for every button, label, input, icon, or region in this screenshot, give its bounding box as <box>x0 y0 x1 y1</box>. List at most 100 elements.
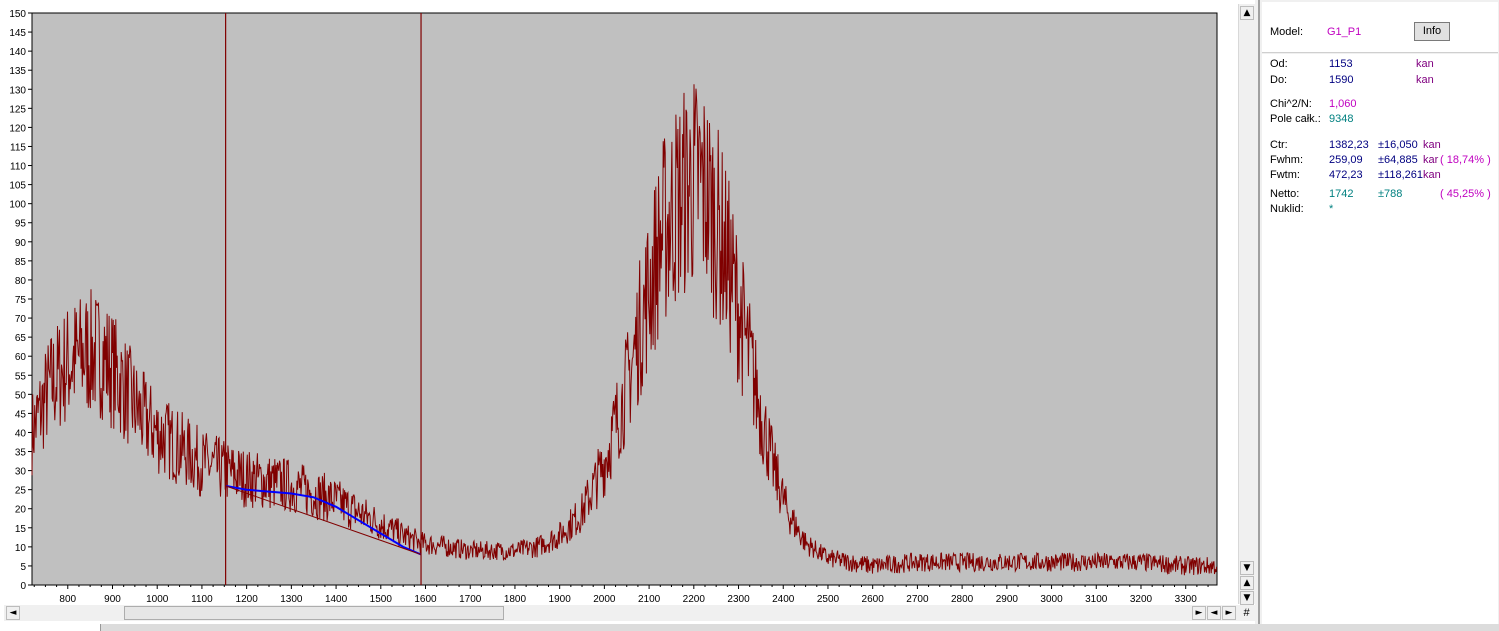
corner-button[interactable]: # <box>1238 605 1255 621</box>
model-label: Model: <box>1270 26 1304 38</box>
fwhm-label: Fwhm: <box>1270 154 1303 166</box>
y-tick-label: 30 <box>15 467 27 478</box>
y-tick-label: 45 <box>15 409 27 420</box>
y-tick-label: 90 <box>15 238 27 249</box>
fwhm-value: 259,09 <box>1329 154 1363 166</box>
do-value: 1590 <box>1329 74 1354 86</box>
scroll-right-button[interactable]: ► <box>1192 606 1206 620</box>
x-tick-label: 2200 <box>683 594 706 605</box>
x-tick-label: 1800 <box>504 594 527 605</box>
y-tick-label: 75 <box>15 295 27 306</box>
y-tick-label: 140 <box>9 47 26 58</box>
zoom-right-button[interactable]: ► <box>1222 606 1236 620</box>
x-tick-label: 3000 <box>1040 594 1063 605</box>
ctr-error: ±16,050 <box>1378 139 1418 151</box>
netto-percent: ( 45,25% ) <box>1440 188 1491 200</box>
scroll-down-button[interactable]: ▼ <box>1240 561 1254 575</box>
y-tick-label: 120 <box>9 123 26 134</box>
y-tick-label: 50 <box>15 390 27 401</box>
x-tick-label: 900 <box>104 594 121 605</box>
pole-value: 9348 <box>1329 113 1354 125</box>
x-tick-label: 1100 <box>191 594 213 605</box>
model-header: Model: G1_P1 Info <box>1262 2 1498 53</box>
od-label: Od: <box>1270 58 1288 70</box>
y-tick-label: 95 <box>15 219 27 230</box>
x-tick-label: 2700 <box>906 594 929 605</box>
spectrum-series <box>31 84 1218 576</box>
bottom-tab[interactable] <box>0 624 101 631</box>
y-tick-label: 25 <box>15 486 27 497</box>
y-tick-label: 70 <box>15 314 27 325</box>
x-tick-label: 800 <box>59 594 76 605</box>
fit-series <box>225 484 422 556</box>
x-tick-label: 1600 <box>414 594 437 605</box>
x-tick-label: 1500 <box>370 594 393 605</box>
y-tick-label: 35 <box>15 448 27 459</box>
y-tick-label: 40 <box>15 428 27 439</box>
vertical-scrollbar[interactable]: ▲ ▼ ▲ ▼ <box>1238 4 1255 605</box>
y-tick-label: 80 <box>15 276 27 287</box>
netto-value: 1742 <box>1329 188 1354 200</box>
x-tick-label: 3300 <box>1175 594 1198 605</box>
y-tick-label: 130 <box>9 85 26 96</box>
spectrum-chart-area[interactable]: 0 5 10 15 20 25 30 35 40 45 50 55 60 65 70 75 80 85 90 95 10… <box>0 0 1255 631</box>
zoom-down-button[interactable]: ▼ <box>1240 591 1254 605</box>
nuklid-label: Nuklid: <box>1270 203 1304 215</box>
fwhm-percent: ( 18,74% ) <box>1440 154 1491 166</box>
fwhm-error: ±64,885 <box>1378 154 1418 166</box>
ctr-label: Ctr: <box>1270 139 1288 151</box>
x-tick-label: 2300 <box>727 594 750 605</box>
chi-value: 1,060 <box>1329 98 1357 110</box>
y-tick-label: 20 <box>15 505 27 516</box>
scroll-left-button[interactable]: ◄ <box>6 606 20 620</box>
y-tick-label: 135 <box>9 66 26 77</box>
y-tick-label: 100 <box>9 200 26 211</box>
nuklid-value: * <box>1329 203 1334 215</box>
x-tick-label: 3100 <box>1085 594 1108 605</box>
netto-error: ±788 <box>1378 188 1403 200</box>
x-tick-label: 1700 <box>459 594 482 605</box>
fwtm-label: Fwtm: <box>1270 169 1300 181</box>
x-tick-label: 2600 <box>862 594 885 605</box>
x-tick-label: 3200 <box>1130 594 1153 605</box>
x-tick-label: 1400 <box>325 594 348 605</box>
fwtm-value: 472,23 <box>1329 169 1363 181</box>
fit-results: Od: 1153 kan Do: 1590 kan Chi^2/N: 1,060… <box>1262 54 1498 624</box>
y-tick-label: 115 <box>10 142 26 153</box>
pole-label: Pole całk.: <box>1270 113 1321 125</box>
scroll-up-button[interactable]: ▲ <box>1240 6 1254 20</box>
od-value: 1153 <box>1329 58 1353 70</box>
zoom-left-button[interactable]: ◄ <box>1207 606 1221 620</box>
info-button[interactable]: Info <box>1414 22 1450 41</box>
ctr-unit: kan <box>1423 139 1441 151</box>
y-tick-label: 15 <box>15 524 27 535</box>
zoom-up-button[interactable]: ▲ <box>1240 576 1254 590</box>
y-tick-label: 105 <box>9 181 26 192</box>
ctr-value: 1382,23 <box>1329 139 1369 151</box>
horizontal-scrollbar[interactable]: ◄ ► ◄ ► <box>4 605 1238 621</box>
y-tick-label: 0 <box>20 581 26 592</box>
y-tick-label: 150 <box>9 9 26 20</box>
chi-label: Chi^2/N: <box>1270 98 1312 110</box>
background-series <box>225 485 422 555</box>
x-tick-label: 1000 <box>146 594 169 605</box>
y-tick-label: 85 <box>15 257 27 268</box>
horizontal-scroll-thumb[interactable] <box>124 606 504 620</box>
y-tick-label: 10 <box>15 543 27 554</box>
plot-background <box>31 12 1218 586</box>
do-label: Do: <box>1270 74 1288 86</box>
y-tick-label: 145 <box>9 28 26 39</box>
x-tick-label: 2000 <box>593 594 616 605</box>
y-tick-label: 65 <box>15 333 27 344</box>
y-tick-label: 125 <box>9 104 26 115</box>
x-tick-label: 2100 <box>638 594 661 605</box>
x-tick-label: 1300 <box>280 594 303 605</box>
y-tick-label: 110 <box>10 162 26 173</box>
do-unit: kan <box>1416 74 1434 86</box>
y-tick-label: 60 <box>15 352 27 363</box>
x-tick-label: 2400 <box>772 594 795 605</box>
x-tick-label: 2500 <box>817 594 840 605</box>
model-value: G1_P1 <box>1327 26 1362 38</box>
fit-info-panel: Model: G1_P1 Info Od: 1153 kan Do: 1590 … <box>1258 0 1499 631</box>
spectrum-chart[interactable]: 0 5 10 15 20 25 30 35 40 45 50 55 60 65 70 75 80 85 90 95 10… <box>0 0 1238 605</box>
